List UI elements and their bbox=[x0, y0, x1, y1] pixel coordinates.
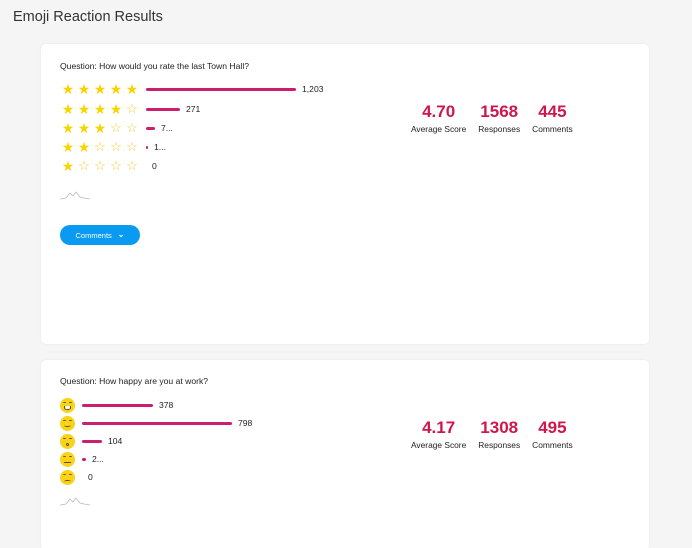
comments-toggle-button[interactable]: Comments ⌄ bbox=[60, 225, 140, 245]
chevron-down-icon: ⌄ bbox=[117, 230, 125, 239]
rating-bar bbox=[146, 145, 148, 149]
rating-row-2-stars: ★ ★ ☆ ☆ ☆ 1... bbox=[60, 139, 166, 155]
face-row-grin: 378 bbox=[60, 397, 174, 413]
sparkline-icon bbox=[60, 191, 90, 200]
rating-bar bbox=[82, 421, 232, 425]
rating-row-4-stars: ★ ★ ★ ★ ☆ 271 bbox=[60, 101, 201, 117]
responses-value: 1308 bbox=[480, 418, 519, 437]
neutral-face-icon bbox=[60, 433, 75, 449]
smile-face-icon bbox=[60, 415, 75, 431]
rating-row-1-star: ★ ☆ ☆ ☆ ☆ 0 bbox=[60, 158, 157, 174]
comments-label: Comments bbox=[532, 440, 573, 450]
average-score-stat: 4.70 Average Score bbox=[411, 102, 466, 134]
four-star-icon: ★ ★ ★ ★ ☆ bbox=[61, 101, 138, 117]
average-score-label: Average Score bbox=[411, 440, 467, 450]
responses-stat: 1568 Responses bbox=[478, 102, 520, 134]
sad-face-icon bbox=[60, 469, 75, 485]
rating-count: 104 bbox=[108, 436, 123, 446]
rating-count: 798 bbox=[238, 418, 253, 428]
five-star-icon: ★ ★ ★ ★ ★ bbox=[61, 81, 139, 97]
comments-button-label: Comments bbox=[75, 230, 112, 240]
sparkline-icon bbox=[60, 497, 90, 506]
question-card-happiness: Question: How happy are you at work? 378… bbox=[41, 360, 649, 548]
responses-label: Responses bbox=[478, 440, 521, 450]
rating-bar bbox=[146, 87, 296, 91]
three-star-icon: ★ ★ ★ ☆ ☆ bbox=[61, 120, 138, 136]
responses-label: Responses bbox=[478, 124, 521, 134]
comments-stat: 445 Comments bbox=[532, 102, 573, 134]
rating-row-3-stars: ★ ★ ★ ☆ ☆ 7... bbox=[60, 120, 173, 136]
rating-bar bbox=[82, 403, 153, 407]
two-star-icon: ★ ★ ☆ ☆ ☆ bbox=[61, 139, 138, 155]
comments-stat: 495 Comments bbox=[532, 418, 573, 450]
average-score-label: Average Score bbox=[411, 124, 467, 134]
responses-value: 1568 bbox=[480, 102, 519, 121]
rating-count: 378 bbox=[159, 400, 174, 410]
comments-label: Comments bbox=[532, 124, 573, 134]
rating-row-5-stars: ★ ★ ★ ★ ★ 1,203 bbox=[60, 82, 324, 96]
face-row-smile: 798 bbox=[60, 415, 253, 431]
question-title: Question: How would you rate the last To… bbox=[60, 61, 250, 71]
rating-count: 0 bbox=[152, 161, 157, 171]
rating-count: 7... bbox=[161, 123, 173, 133]
rating-bar bbox=[146, 126, 155, 130]
unhappy-face-icon bbox=[60, 451, 75, 467]
average-score-value: 4.17 bbox=[422, 418, 456, 437]
rating-count: 0 bbox=[88, 472, 93, 482]
one-star-icon: ★ ☆ ☆ ☆ ☆ bbox=[61, 158, 138, 174]
grin-face-icon bbox=[60, 397, 75, 413]
rating-bar bbox=[82, 457, 86, 461]
average-score-value: 4.70 bbox=[422, 102, 456, 121]
stats-panel: 4.70 Average Score 1568 Responses 445 Co… bbox=[411, 102, 585, 134]
rating-bar bbox=[146, 107, 180, 111]
stats-panel: 4.17 Average Score 1308 Responses 495 Co… bbox=[411, 418, 585, 450]
rating-bar bbox=[82, 439, 102, 443]
comments-value: 445 bbox=[538, 102, 567, 121]
rating-count: 1,203 bbox=[302, 84, 324, 94]
comments-value: 495 bbox=[538, 418, 567, 437]
page-title: Emoji Reaction Results bbox=[13, 9, 163, 25]
responses-stat: 1308 Responses bbox=[478, 418, 520, 450]
face-row-unhappy: 2... bbox=[60, 451, 104, 467]
average-score-stat: 4.17 Average Score bbox=[411, 418, 466, 450]
rating-count: 2... bbox=[92, 454, 104, 464]
rating-count: 1... bbox=[154, 142, 166, 152]
rating-count: 271 bbox=[186, 104, 201, 114]
face-row-neutral: 104 bbox=[60, 433, 123, 449]
question-card-town-hall: Question: How would you rate the last To… bbox=[41, 44, 649, 344]
question-title: Question: How happy are you at work? bbox=[60, 376, 209, 386]
face-row-sad: 0 bbox=[60, 469, 93, 485]
